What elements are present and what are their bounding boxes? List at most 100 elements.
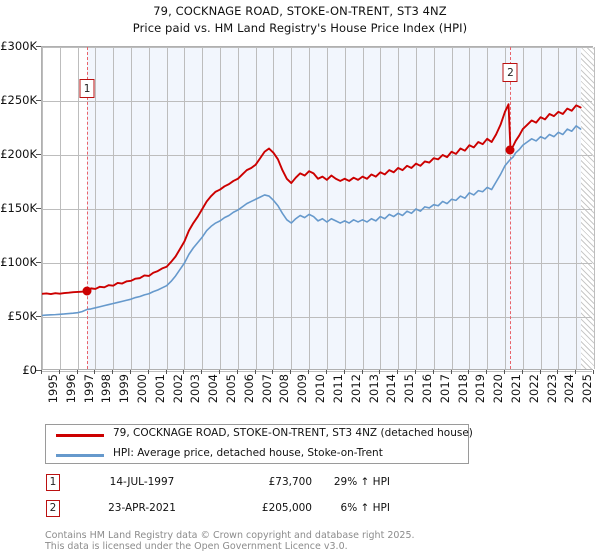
x-axis-label: 2006	[241, 374, 256, 404]
x-axis-label: 2019	[473, 374, 488, 404]
x-axis-label: 2021	[508, 374, 523, 404]
gridline-horizontal	[42, 317, 592, 318]
x-axis-tick	[468, 370, 469, 374]
x-axis-label: 2012	[348, 374, 363, 404]
x-axis-label: 2002	[170, 374, 185, 404]
x-axis-tick	[344, 370, 345, 374]
x-axis-label: 1999	[117, 374, 132, 404]
x-axis-tick	[290, 370, 291, 374]
gridline-vertical	[434, 47, 435, 369]
gridline-vertical	[398, 47, 399, 369]
gridline-vertical	[184, 47, 185, 369]
gridline-vertical	[131, 47, 132, 369]
marker-line-1	[87, 47, 89, 369]
x-axis-label: 2020	[491, 374, 506, 404]
gridline-vertical	[167, 47, 168, 369]
x-axis-label: 2004	[206, 374, 221, 404]
callout-badge-2[interactable]: 2	[502, 63, 518, 82]
gridline-vertical	[452, 47, 453, 369]
gridline-horizontal	[42, 209, 592, 210]
gridline-vertical	[309, 47, 310, 369]
x-axis-label: 1998	[99, 374, 114, 404]
footer-copyright: Contains HM Land Registry data © Crown c…	[45, 530, 415, 541]
legend-row: HPI: Average price, detached house, Stok…	[46, 445, 468, 465]
x-axis-tick	[557, 370, 558, 374]
legend-color-swatch	[56, 454, 104, 457]
gridline-vertical	[558, 47, 559, 369]
gridline-horizontal	[42, 47, 592, 48]
y-axis-label: £250K	[0, 93, 37, 107]
gridline-horizontal	[42, 101, 592, 102]
x-axis-tick	[486, 370, 487, 374]
x-axis-tick	[593, 370, 594, 374]
gridline-vertical	[220, 47, 221, 369]
x-axis-tick	[415, 370, 416, 374]
x-axis-tick	[77, 370, 78, 374]
x-axis-tick	[504, 370, 505, 374]
x-axis-label: 2018	[455, 374, 470, 404]
gridline-vertical	[149, 47, 150, 369]
x-axis-label: 1997	[81, 374, 96, 404]
x-axis-label: 2017	[437, 374, 452, 404]
transaction-dot-2[interactable]	[505, 145, 515, 155]
x-axis-label: 1995	[46, 374, 60, 404]
gridline-vertical	[42, 47, 43, 369]
gridline-vertical	[505, 47, 506, 369]
x-axis-label: 2013	[366, 374, 381, 404]
legend-label: 79, COCKNAGE ROAD, STOKE-ON-TRENT, ST3 4…	[113, 427, 473, 439]
x-axis-label: 2024	[562, 374, 577, 404]
y-axis-label: £0	[22, 363, 37, 377]
transaction-badge-2[interactable]: 2	[46, 500, 60, 517]
gridline-horizontal	[42, 371, 592, 372]
gridline-vertical	[523, 47, 524, 369]
gridline-vertical	[345, 47, 346, 369]
gridline-vertical	[363, 47, 364, 369]
transaction-badge-1[interactable]: 1	[46, 474, 60, 491]
x-axis-label: 2014	[384, 374, 399, 404]
x-axis-tick	[237, 370, 238, 374]
gridline-vertical	[256, 47, 257, 369]
x-axis-tick	[148, 370, 149, 374]
x-axis-tick	[166, 370, 167, 374]
y-axis-label: £50K	[7, 309, 38, 323]
x-axis-tick	[397, 370, 398, 374]
callout-badge-1[interactable]: 1	[79, 79, 95, 98]
x-axis-tick	[575, 370, 576, 374]
gridline-vertical	[541, 47, 542, 369]
x-axis-tick	[219, 370, 220, 374]
x-axis-label: 2005	[224, 374, 239, 404]
transaction-hpi-delta: 29% ↑ HPI	[333, 476, 390, 488]
x-axis-tick	[362, 370, 363, 374]
page-title: 79, COCKNAGE ROAD, STOKE-ON-TRENT, ST3 4…	[153, 4, 447, 18]
x-axis-tick	[522, 370, 523, 374]
transaction-hpi-delta: 6% ↑ HPI	[340, 502, 390, 514]
transaction-date: 14-JUL-1997	[109, 476, 175, 488]
x-axis-tick	[540, 370, 541, 374]
x-axis-label: 2001	[152, 374, 167, 404]
gridline-vertical	[327, 47, 328, 369]
marker-line-2	[510, 47, 512, 369]
transaction-price: £73,700	[268, 476, 312, 488]
x-axis-tick	[255, 370, 256, 374]
transaction-date: 23-APR-2021	[108, 502, 176, 514]
gridline-vertical	[380, 47, 381, 369]
chart-legend: 79, COCKNAGE ROAD, STOKE-ON-TRENT, ST3 4…	[45, 424, 473, 465]
x-axis-label: 2023	[544, 374, 559, 404]
x-axis-label: 2025	[580, 374, 595, 404]
gridline-vertical	[95, 47, 96, 369]
chart-series-lines	[42, 103, 582, 317]
x-axis-tick	[272, 370, 273, 374]
transaction-dot-1[interactable]	[82, 286, 92, 296]
x-axis-label: 2008	[277, 374, 292, 404]
x-axis-tick	[59, 370, 60, 374]
x-axis-tick	[130, 370, 131, 374]
gridline-vertical	[273, 47, 274, 369]
gridline-vertical	[416, 47, 417, 369]
gridline-vertical	[238, 47, 239, 369]
x-axis-label: 2003	[188, 374, 203, 404]
gridline-vertical	[576, 47, 577, 369]
gridline-vertical	[487, 47, 488, 369]
x-axis-label: 2009	[295, 374, 310, 404]
legend-label: HPI: Average price, detached house, Stok…	[113, 447, 383, 459]
